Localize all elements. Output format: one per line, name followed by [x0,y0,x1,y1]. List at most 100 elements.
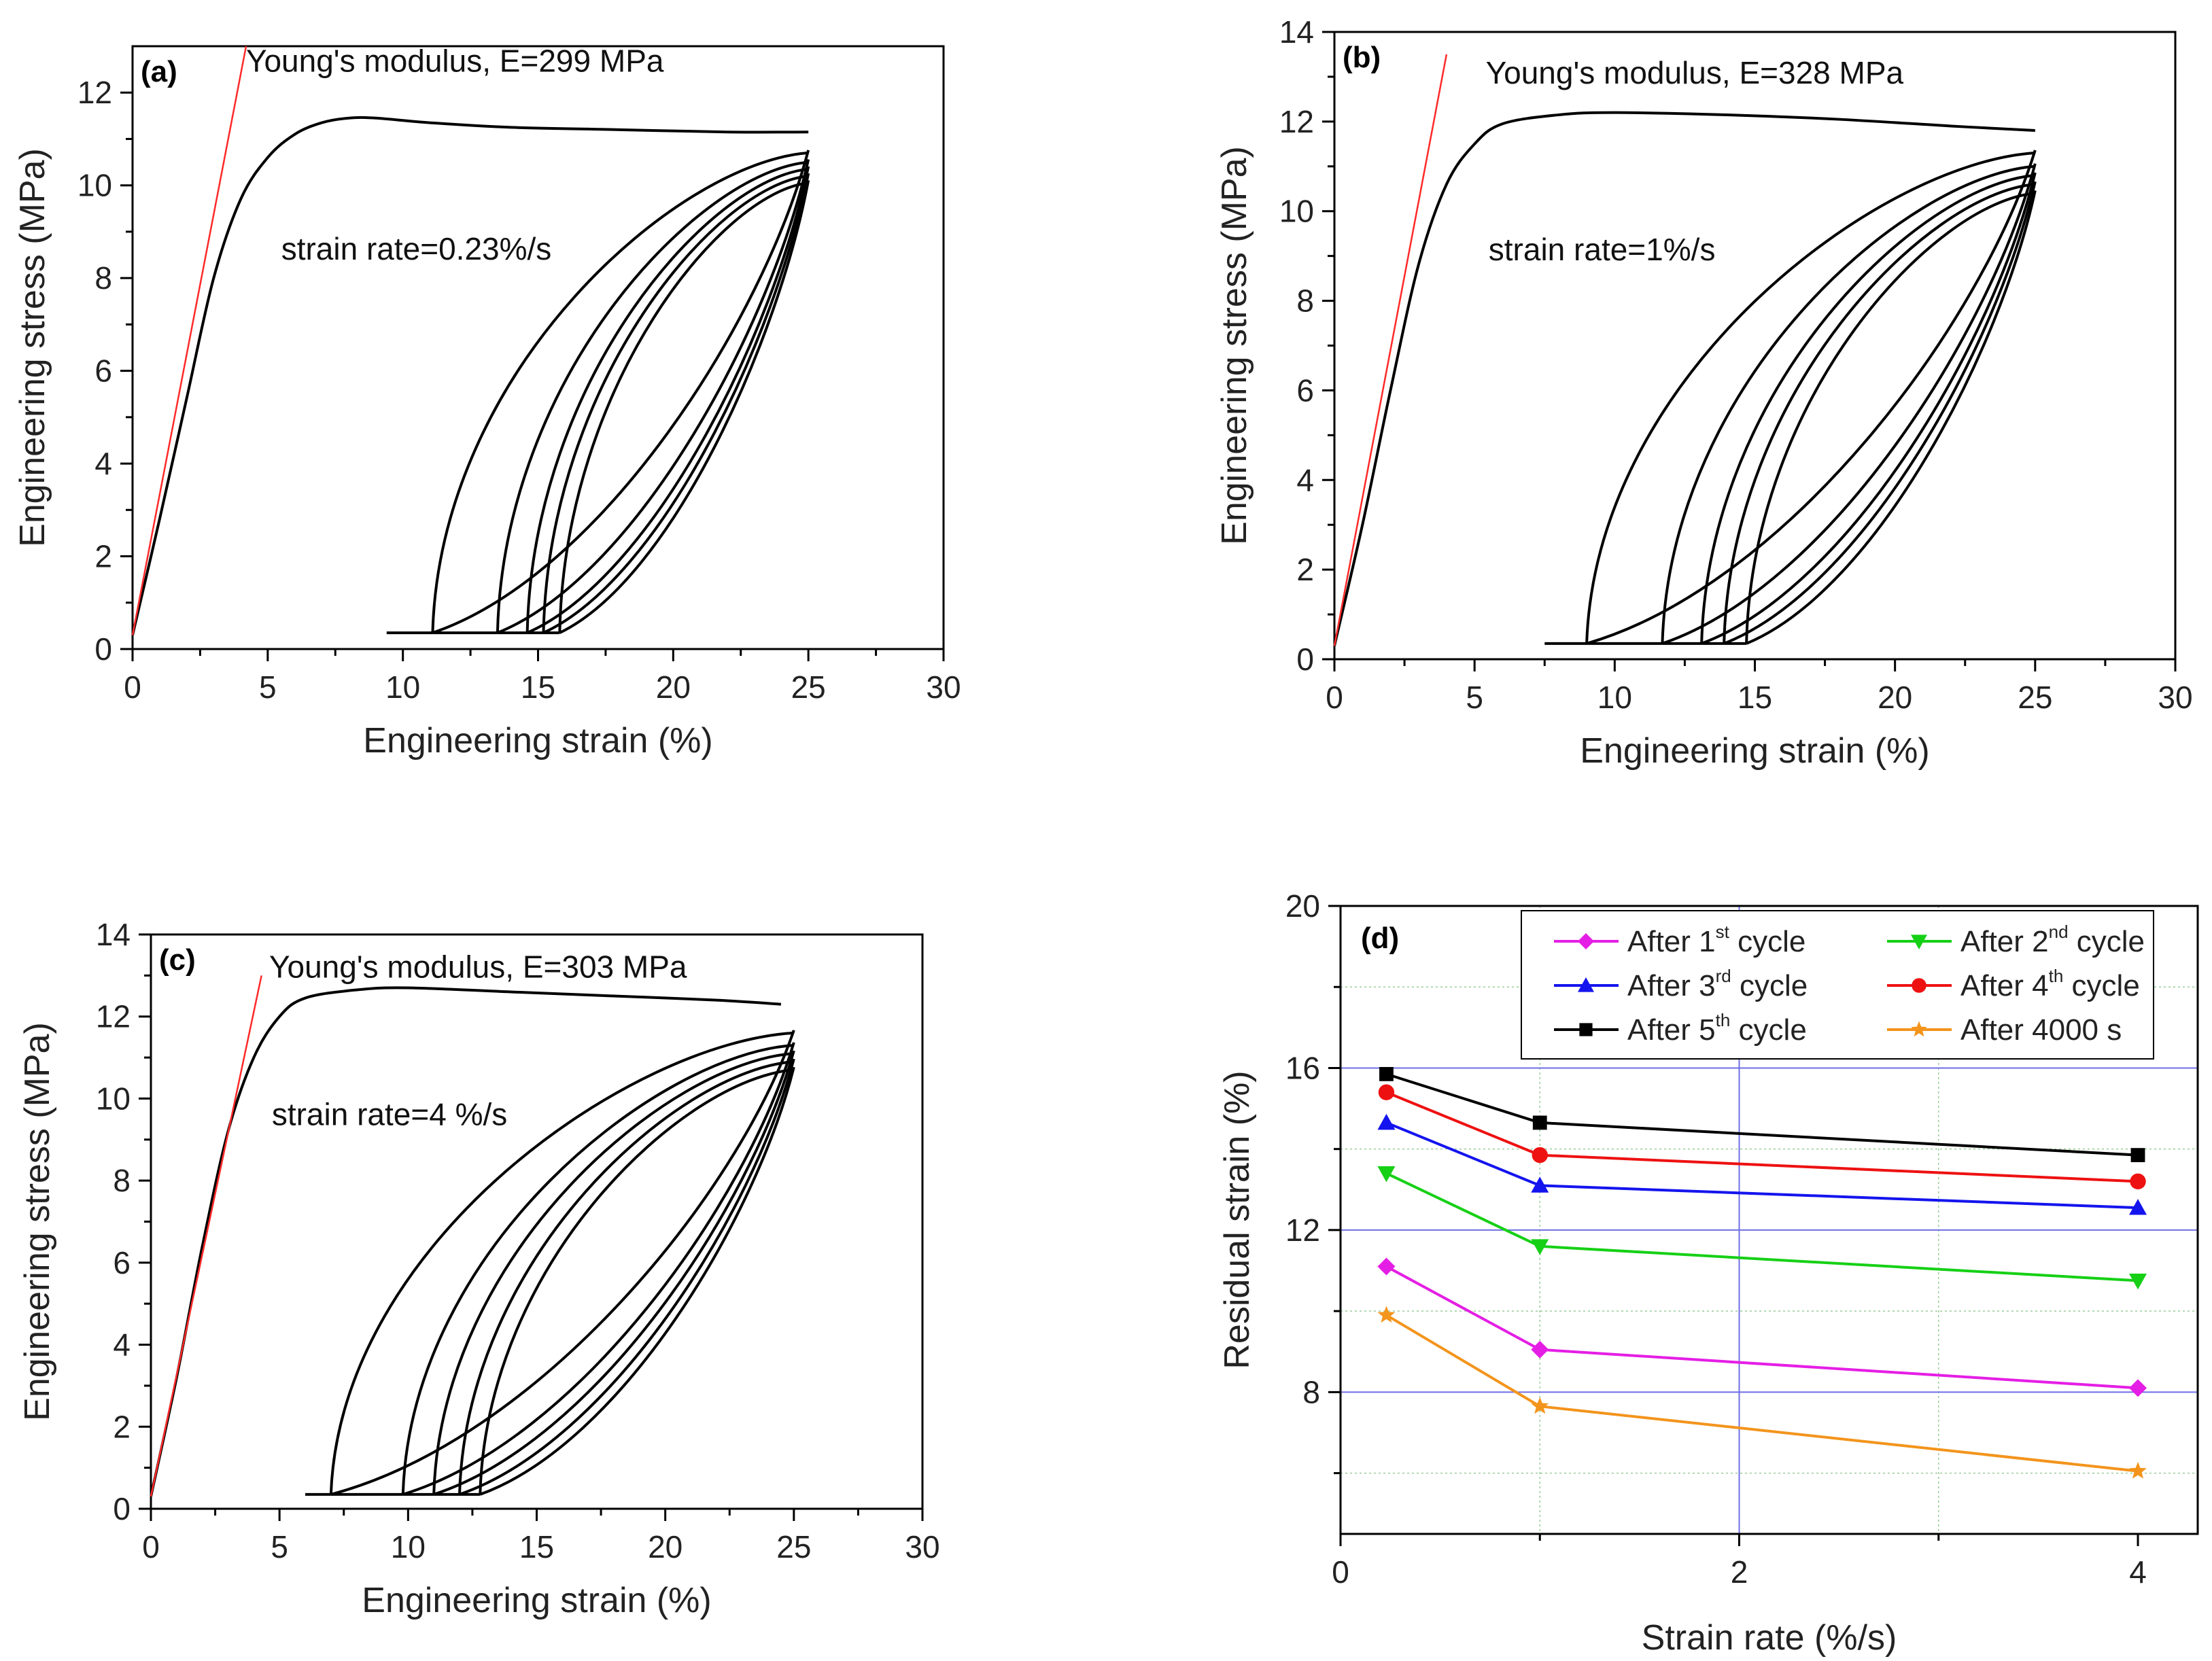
data-point [1377,1113,1396,1130]
y-tick-label: 8 [1296,283,1314,319]
reloading-curve [433,1050,795,1496]
reloading-curve [1746,190,2037,645]
x-tick-label: 2 [1731,1554,1748,1590]
data-point [1377,1306,1396,1323]
reloading-curve [1723,181,2037,645]
y-tick-label: 12 [96,999,131,1034]
x-tick-label: 30 [2158,680,2192,715]
unloading-curve [432,1052,794,1494]
curves [151,986,795,1497]
data-point [1579,1023,1593,1036]
panel-label: (d) [1361,922,1399,955]
y-tick-label: 4 [1296,462,1314,497]
stress-strain-panel: 0 5 10 15 20 25 30 0 2 4 6 8 10 12 Engineering strain … [13,43,961,760]
data-point [2129,1199,2147,1215]
data-point [1531,1397,1549,1414]
curves [1334,111,2037,646]
y-tick-label: 4 [113,1327,131,1363]
legend-label: After 1st cycle [1627,922,1805,958]
legend-label-sup: nd [2049,922,2069,942]
unloading-curve [431,151,809,633]
y-tick-label: 2 [1296,552,1314,587]
data-point [2129,1274,2147,1290]
unloading-curve [458,1060,794,1494]
curves [133,116,810,635]
legend-label: After 2nd cycle [1960,922,2145,958]
y-tick-label: 6 [94,353,112,389]
y-tick-label: 8 [113,1163,131,1198]
y-tick-label: 16 [1285,1050,1320,1085]
unloading-curve [1661,164,2035,644]
modulus-label: Young's modulus, E=303 MPa [269,949,687,984]
legend-label: After 3rd cycle [1627,966,1808,1002]
data-point [1379,1066,1394,1081]
y-tick-label: 20 [1285,888,1320,924]
legend-label-post: cycle [1731,969,1808,1002]
legend-label: After 4000 s [1960,1013,2122,1047]
y-tick-label: 0 [113,1491,131,1526]
series [1377,1113,2147,1215]
x-tick-label: 0 [1332,1554,1349,1590]
residual-strain-panel: 0 2 4 8 12 16 20 Strain rate (%/s) Residual stra… [1217,888,2199,1658]
strain-rate-label: strain rate=1%/s [1489,232,1716,267]
x-tick-label: 30 [926,669,961,705]
x-tick-label: 30 [905,1529,939,1564]
y-tick-label: 0 [1296,642,1314,677]
series-line [1385,1172,2139,1282]
unloading-curve [542,175,809,633]
legend-label-main: After 3 [1627,969,1716,1002]
y-tick-label: 0 [94,631,112,667]
unloading-curve [1585,152,2035,644]
x-tick-label: 4 [2129,1554,2147,1590]
y-tick-label: 14 [96,917,131,952]
modulus-label: Young's modulus, E=299 MPa [246,43,664,79]
panel-label: (b) [1343,41,1381,74]
legend-box [1521,910,2154,1060]
modulus-line [150,975,262,1497]
data-point [1531,1340,1549,1359]
x-tick-label: 0 [124,669,141,705]
x-tick-label: 5 [259,669,277,705]
y-axis-title: Residual strain (%) [1217,1070,1257,1369]
x-tick-label: 25 [776,1529,811,1564]
reloading-curve [432,150,810,635]
x-tick-label: 15 [521,669,555,705]
loading-curve [133,116,809,635]
data-point [1911,934,1927,949]
reloading-curve [1661,163,2037,645]
x-axis-title: Engineering strain (%) [362,1581,711,1620]
data-point [1911,1021,1927,1037]
legend-label-sup: st [1716,922,1730,942]
legend-label-sup: rd [1716,966,1731,986]
y-tick-label: 10 [96,1081,131,1116]
modulus-line [131,46,247,635]
x-tick-label: 0 [1326,680,1343,715]
unloading-curve [1723,183,2036,644]
series-line [1385,1314,2139,1473]
reloading-curve [559,179,810,634]
loading-curve [1334,111,2035,646]
modulus-line [1333,54,1448,646]
y-tick-label: 8 [94,260,112,296]
y-axis-title: Engineering stress (MPa) [1215,146,1254,545]
series [1377,1257,2147,1397]
y-tick-label: 14 [1279,14,1314,50]
x-tick-label: 15 [1738,680,1772,715]
data-point [2129,1379,2147,1397]
plot-frame [1339,905,2199,1535]
panel-label: (a) [141,55,177,88]
y-tick-label: 12 [1285,1212,1320,1248]
unloading-curve [558,181,809,633]
series [1378,1084,2146,1190]
x-tick-label: 10 [385,669,420,705]
unloading-curve [1700,173,2035,644]
data-point [1578,977,1594,992]
data-point [2130,1148,2145,1163]
data-point [1531,1176,1549,1193]
legend-label-main: After 4 [1960,969,2049,1002]
x-axis-title: Engineering strain (%) [1580,731,1929,771]
data-point [1532,1115,1547,1130]
reloading-curve [526,166,810,634]
y-tick-label: 12 [77,75,112,110]
data-point [2130,1173,2146,1190]
